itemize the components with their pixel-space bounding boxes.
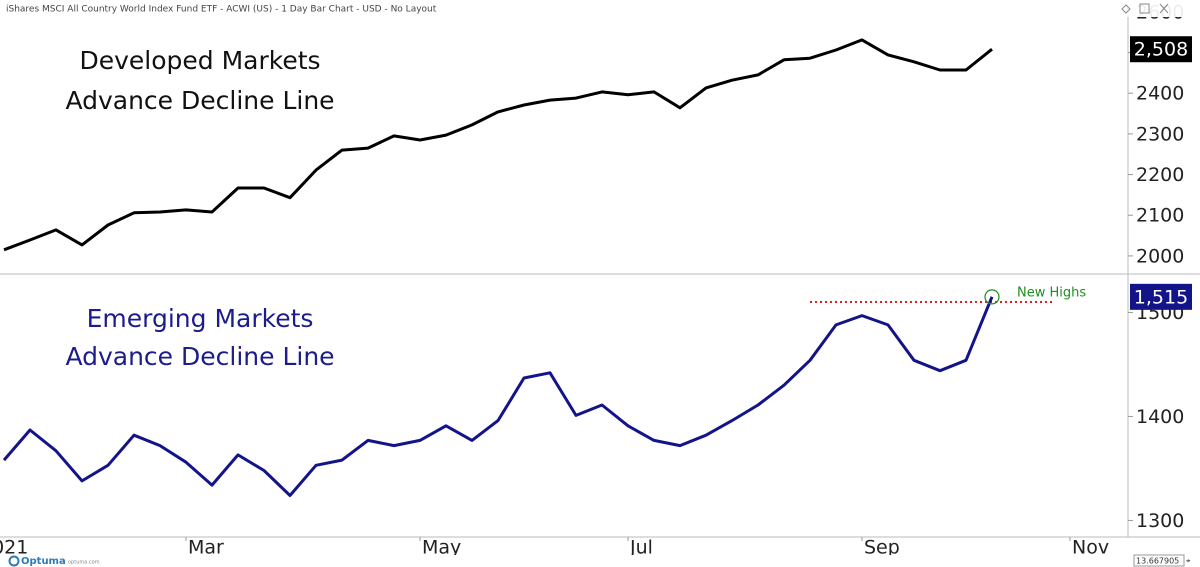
plots: Developed Markets Advance Decline Line Eme… <box>2 38 1086 497</box>
highlight-circle <box>984 289 1000 305</box>
x-tick-label: May <box>422 537 461 559</box>
header-bar <box>0 0 1200 17</box>
reference-label: New Highs <box>1017 286 1086 301</box>
last-value-label: 1,515 <box>1134 286 1188 308</box>
scale-value: 13.667905 <box>1136 557 1179 566</box>
x-tick-label: 2021 <box>0 537 28 559</box>
footer-brand: Optuma <box>21 556 66 567</box>
data-line <box>3 38 993 252</box>
y-tick-label: 2100 <box>1136 205 1184 227</box>
x-tick-label: Mar <box>188 537 224 559</box>
annotation: Advance Decline Line <box>65 342 334 371</box>
footer-bar <box>0 555 1200 567</box>
y-tick-label: 1400 <box>1136 406 1184 428</box>
annotation: Emerging Markets <box>87 304 314 333</box>
y-tick-label: 2000 <box>1136 245 1184 267</box>
footer-site: optuma.com <box>68 560 100 566</box>
axes: 20002100220023002400250026002,5081300140… <box>0 1 1192 559</box>
scale-box <box>1133 554 1185 567</box>
x-tick-label: Nov <box>1072 537 1109 559</box>
header-title: iShares MSCI All Country World Index Fun… <box>6 5 437 15</box>
data-line <box>2 296 994 497</box>
x-tick-label: Sep <box>864 537 900 559</box>
x-tick-label: Jul <box>629 537 653 559</box>
y-tick-label: 1300 <box>1136 510 1184 532</box>
annotation: Advance Decline Line <box>65 86 334 115</box>
annotation: Developed Markets <box>79 46 320 75</box>
footer-logo <box>8 555 20 567</box>
y-tick-label: 2400 <box>1136 83 1184 105</box>
scale-handle: ⌖ <box>1186 557 1191 566</box>
header-icons <box>1121 3 1169 14</box>
last-value-label: 2,508 <box>1134 39 1188 61</box>
last-value-box <box>1130 283 1192 310</box>
y-tick-label: 2300 <box>1136 123 1184 145</box>
axis-column <box>1128 0 1200 567</box>
y-tick-label: 2200 <box>1136 164 1184 186</box>
last-value-box <box>1130 36 1192 63</box>
